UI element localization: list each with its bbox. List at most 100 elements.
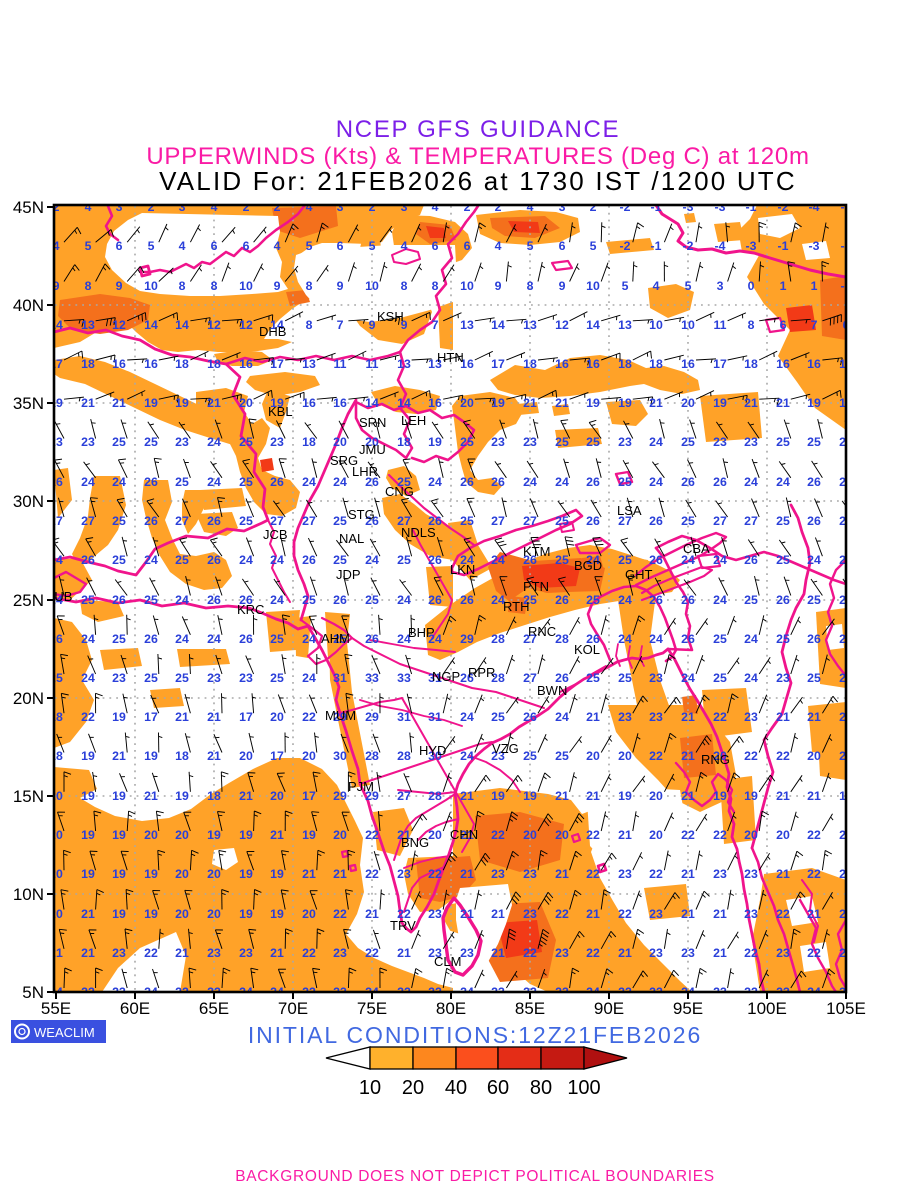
- svg-text:24: 24: [618, 632, 632, 646]
- svg-text:23: 23: [555, 946, 569, 960]
- svg-text:26: 26: [681, 632, 695, 646]
- svg-text:21: 21: [681, 710, 695, 724]
- svg-text:25: 25: [302, 593, 316, 607]
- svg-text:23: 23: [713, 867, 727, 881]
- svg-text:24: 24: [460, 710, 474, 724]
- svg-text:24: 24: [302, 475, 316, 489]
- svg-text:26: 26: [302, 553, 316, 567]
- svg-text:25: 25: [491, 710, 505, 724]
- svg-text:24: 24: [713, 553, 727, 567]
- svg-text:26: 26: [365, 632, 379, 646]
- svg-text:26: 26: [460, 593, 474, 607]
- svg-text:21: 21: [144, 789, 158, 803]
- svg-text:6: 6: [337, 239, 344, 253]
- svg-text:45N: 45N: [13, 198, 44, 217]
- svg-text:23: 23: [555, 985, 569, 999]
- svg-text:29: 29: [333, 789, 347, 803]
- svg-text:18: 18: [175, 357, 189, 371]
- svg-text:28: 28: [428, 789, 442, 803]
- svg-text:26: 26: [144, 632, 158, 646]
- svg-text:26: 26: [239, 593, 253, 607]
- svg-text:25: 25: [144, 671, 158, 685]
- svg-text:25: 25: [112, 514, 126, 528]
- svg-text:LHR: LHR: [352, 464, 378, 479]
- svg-text:25: 25: [460, 514, 474, 528]
- svg-text:26: 26: [523, 710, 537, 724]
- svg-text:24: 24: [776, 475, 790, 489]
- svg-text:5: 5: [527, 239, 534, 253]
- svg-text:19: 19: [713, 396, 727, 410]
- svg-text:22: 22: [302, 710, 316, 724]
- svg-text:18: 18: [523, 357, 537, 371]
- svg-text:31: 31: [428, 671, 442, 685]
- svg-text:30: 30: [333, 749, 347, 763]
- svg-text:22: 22: [744, 985, 758, 999]
- svg-text:26: 26: [586, 632, 600, 646]
- svg-text:10: 10: [649, 318, 663, 332]
- svg-text:21: 21: [586, 789, 600, 803]
- svg-text:33: 33: [365, 671, 379, 685]
- svg-text:JCB: JCB: [263, 527, 288, 542]
- svg-text:8: 8: [748, 318, 755, 332]
- svg-text:3: 3: [116, 200, 123, 214]
- svg-text:-1: -1: [651, 239, 662, 253]
- svg-text:10: 10: [239, 279, 253, 293]
- svg-text:22: 22: [491, 828, 505, 842]
- svg-text:26: 26: [207, 593, 221, 607]
- svg-text:24: 24: [397, 593, 411, 607]
- svg-text:23: 23: [207, 946, 221, 960]
- svg-text:25: 25: [776, 514, 790, 528]
- svg-text:14: 14: [397, 396, 411, 410]
- svg-text:19: 19: [175, 396, 189, 410]
- svg-text:18: 18: [49, 749, 63, 763]
- svg-text:80: 80: [530, 1077, 552, 1099]
- svg-text:21: 21: [112, 749, 126, 763]
- svg-text:21: 21: [460, 828, 474, 842]
- svg-text:WEACLIM: WEACLIM: [34, 1025, 95, 1040]
- svg-text:19: 19: [713, 789, 727, 803]
- svg-text:AHM: AHM: [321, 631, 350, 646]
- svg-text:23: 23: [81, 435, 95, 449]
- svg-text:26: 26: [807, 514, 821, 528]
- svg-text:20: 20: [49, 867, 63, 881]
- svg-text:16: 16: [302, 396, 316, 410]
- svg-text:-3: -3: [809, 239, 820, 253]
- svg-text:9: 9: [401, 318, 408, 332]
- svg-text:21: 21: [81, 946, 95, 960]
- svg-text:27: 27: [397, 789, 411, 803]
- svg-text:27: 27: [523, 671, 537, 685]
- svg-text:DUB: DUB: [45, 589, 72, 604]
- svg-text:25: 25: [333, 553, 347, 567]
- svg-text:21: 21: [713, 946, 727, 960]
- svg-text:25: 25: [270, 671, 284, 685]
- svg-text:VZG: VZG: [492, 741, 519, 756]
- svg-text:8: 8: [432, 279, 439, 293]
- svg-text:24: 24: [144, 985, 158, 999]
- svg-text:20: 20: [239, 396, 253, 410]
- svg-text:24: 24: [807, 985, 821, 999]
- svg-text:22: 22: [618, 985, 632, 999]
- svg-text:20: 20: [175, 907, 189, 921]
- svg-text:20: 20: [270, 710, 284, 724]
- svg-text:DHB: DHB: [259, 324, 286, 339]
- svg-text:21: 21: [776, 789, 790, 803]
- svg-text:-3: -3: [715, 200, 726, 214]
- svg-text:22: 22: [649, 985, 663, 999]
- svg-text:31: 31: [333, 671, 347, 685]
- svg-text:17: 17: [713, 357, 727, 371]
- svg-text:33: 33: [397, 671, 411, 685]
- svg-text:26: 26: [460, 475, 474, 489]
- svg-text:24: 24: [839, 593, 853, 607]
- svg-text:18: 18: [207, 789, 221, 803]
- svg-text:24: 24: [239, 985, 253, 999]
- svg-text:4: 4: [527, 200, 534, 214]
- svg-text:23: 23: [49, 435, 63, 449]
- svg-text:24: 24: [681, 671, 695, 685]
- svg-text:23: 23: [744, 907, 758, 921]
- svg-text:17: 17: [239, 710, 253, 724]
- svg-text:LEH: LEH: [401, 413, 426, 428]
- svg-text:27: 27: [618, 514, 632, 528]
- svg-text:4: 4: [306, 200, 313, 214]
- svg-text:23: 23: [523, 907, 537, 921]
- svg-text:NAL: NAL: [339, 531, 364, 546]
